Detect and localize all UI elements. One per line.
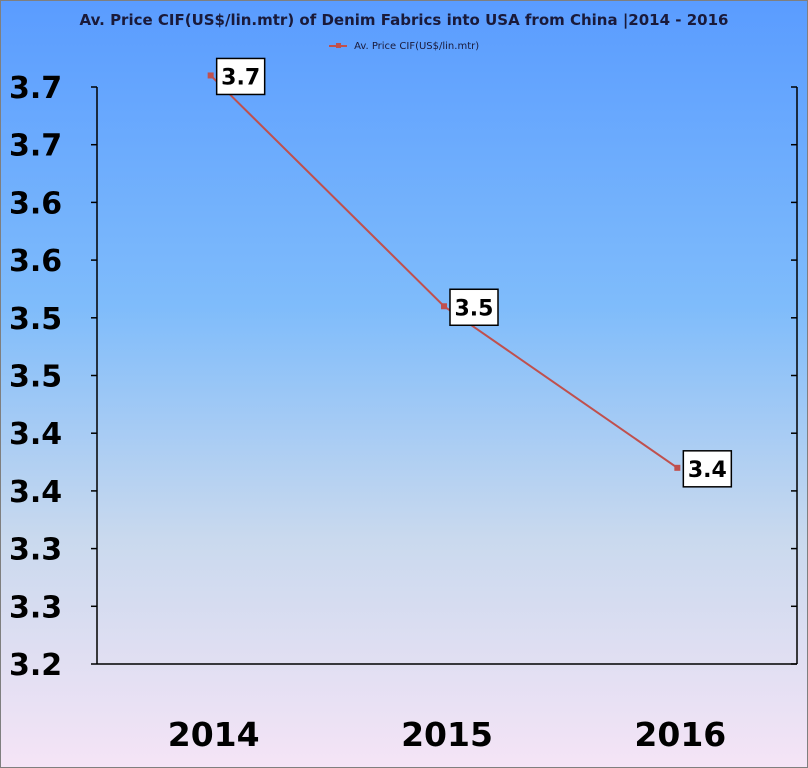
x-tick-label: 2015 <box>401 715 493 754</box>
y-tick-label: 3.5 <box>9 360 62 395</box>
data-label: 3.4 <box>688 458 727 483</box>
legend-marker <box>335 43 341 48</box>
x-tick-label: 2014 <box>168 715 260 754</box>
y-tick-label: 3.7 <box>9 71 62 106</box>
series-line <box>209 74 678 469</box>
data-point <box>207 72 214 79</box>
data-label-box <box>682 450 733 488</box>
y-tick-label: 3.6 <box>9 244 62 279</box>
y-tick-label: 3.6 <box>9 186 62 221</box>
legend-label: Av. Price CIF(US$/lin.mtr) <box>354 41 480 52</box>
y-tick-label: 3.2 <box>9 648 62 683</box>
y-tick-label: 3.4 <box>9 417 62 452</box>
data-label: 3.5 <box>455 296 494 321</box>
data-label: 3.7 <box>221 65 260 90</box>
legend: Av. Price CIF(US$/lin.mtr) <box>1 41 807 52</box>
y-tick-label: 3.5 <box>9 302 62 337</box>
data-point <box>441 303 447 310</box>
data-label-box <box>215 57 266 96</box>
x-tick-label: 2016 <box>634 715 726 754</box>
y-tick-label: 3.7 <box>9 129 62 164</box>
legend-swatch-icon <box>328 42 347 50</box>
y-tick-label: 3.3 <box>9 533 62 568</box>
y-tick-label: 3.4 <box>9 475 62 510</box>
chart-title: Av. Price CIF(US$/lin.mtr) of Denim Fabr… <box>79 11 729 29</box>
data-point <box>674 464 681 471</box>
data-label-box <box>449 288 499 327</box>
y-tick-label: 3.3 <box>9 590 62 625</box>
